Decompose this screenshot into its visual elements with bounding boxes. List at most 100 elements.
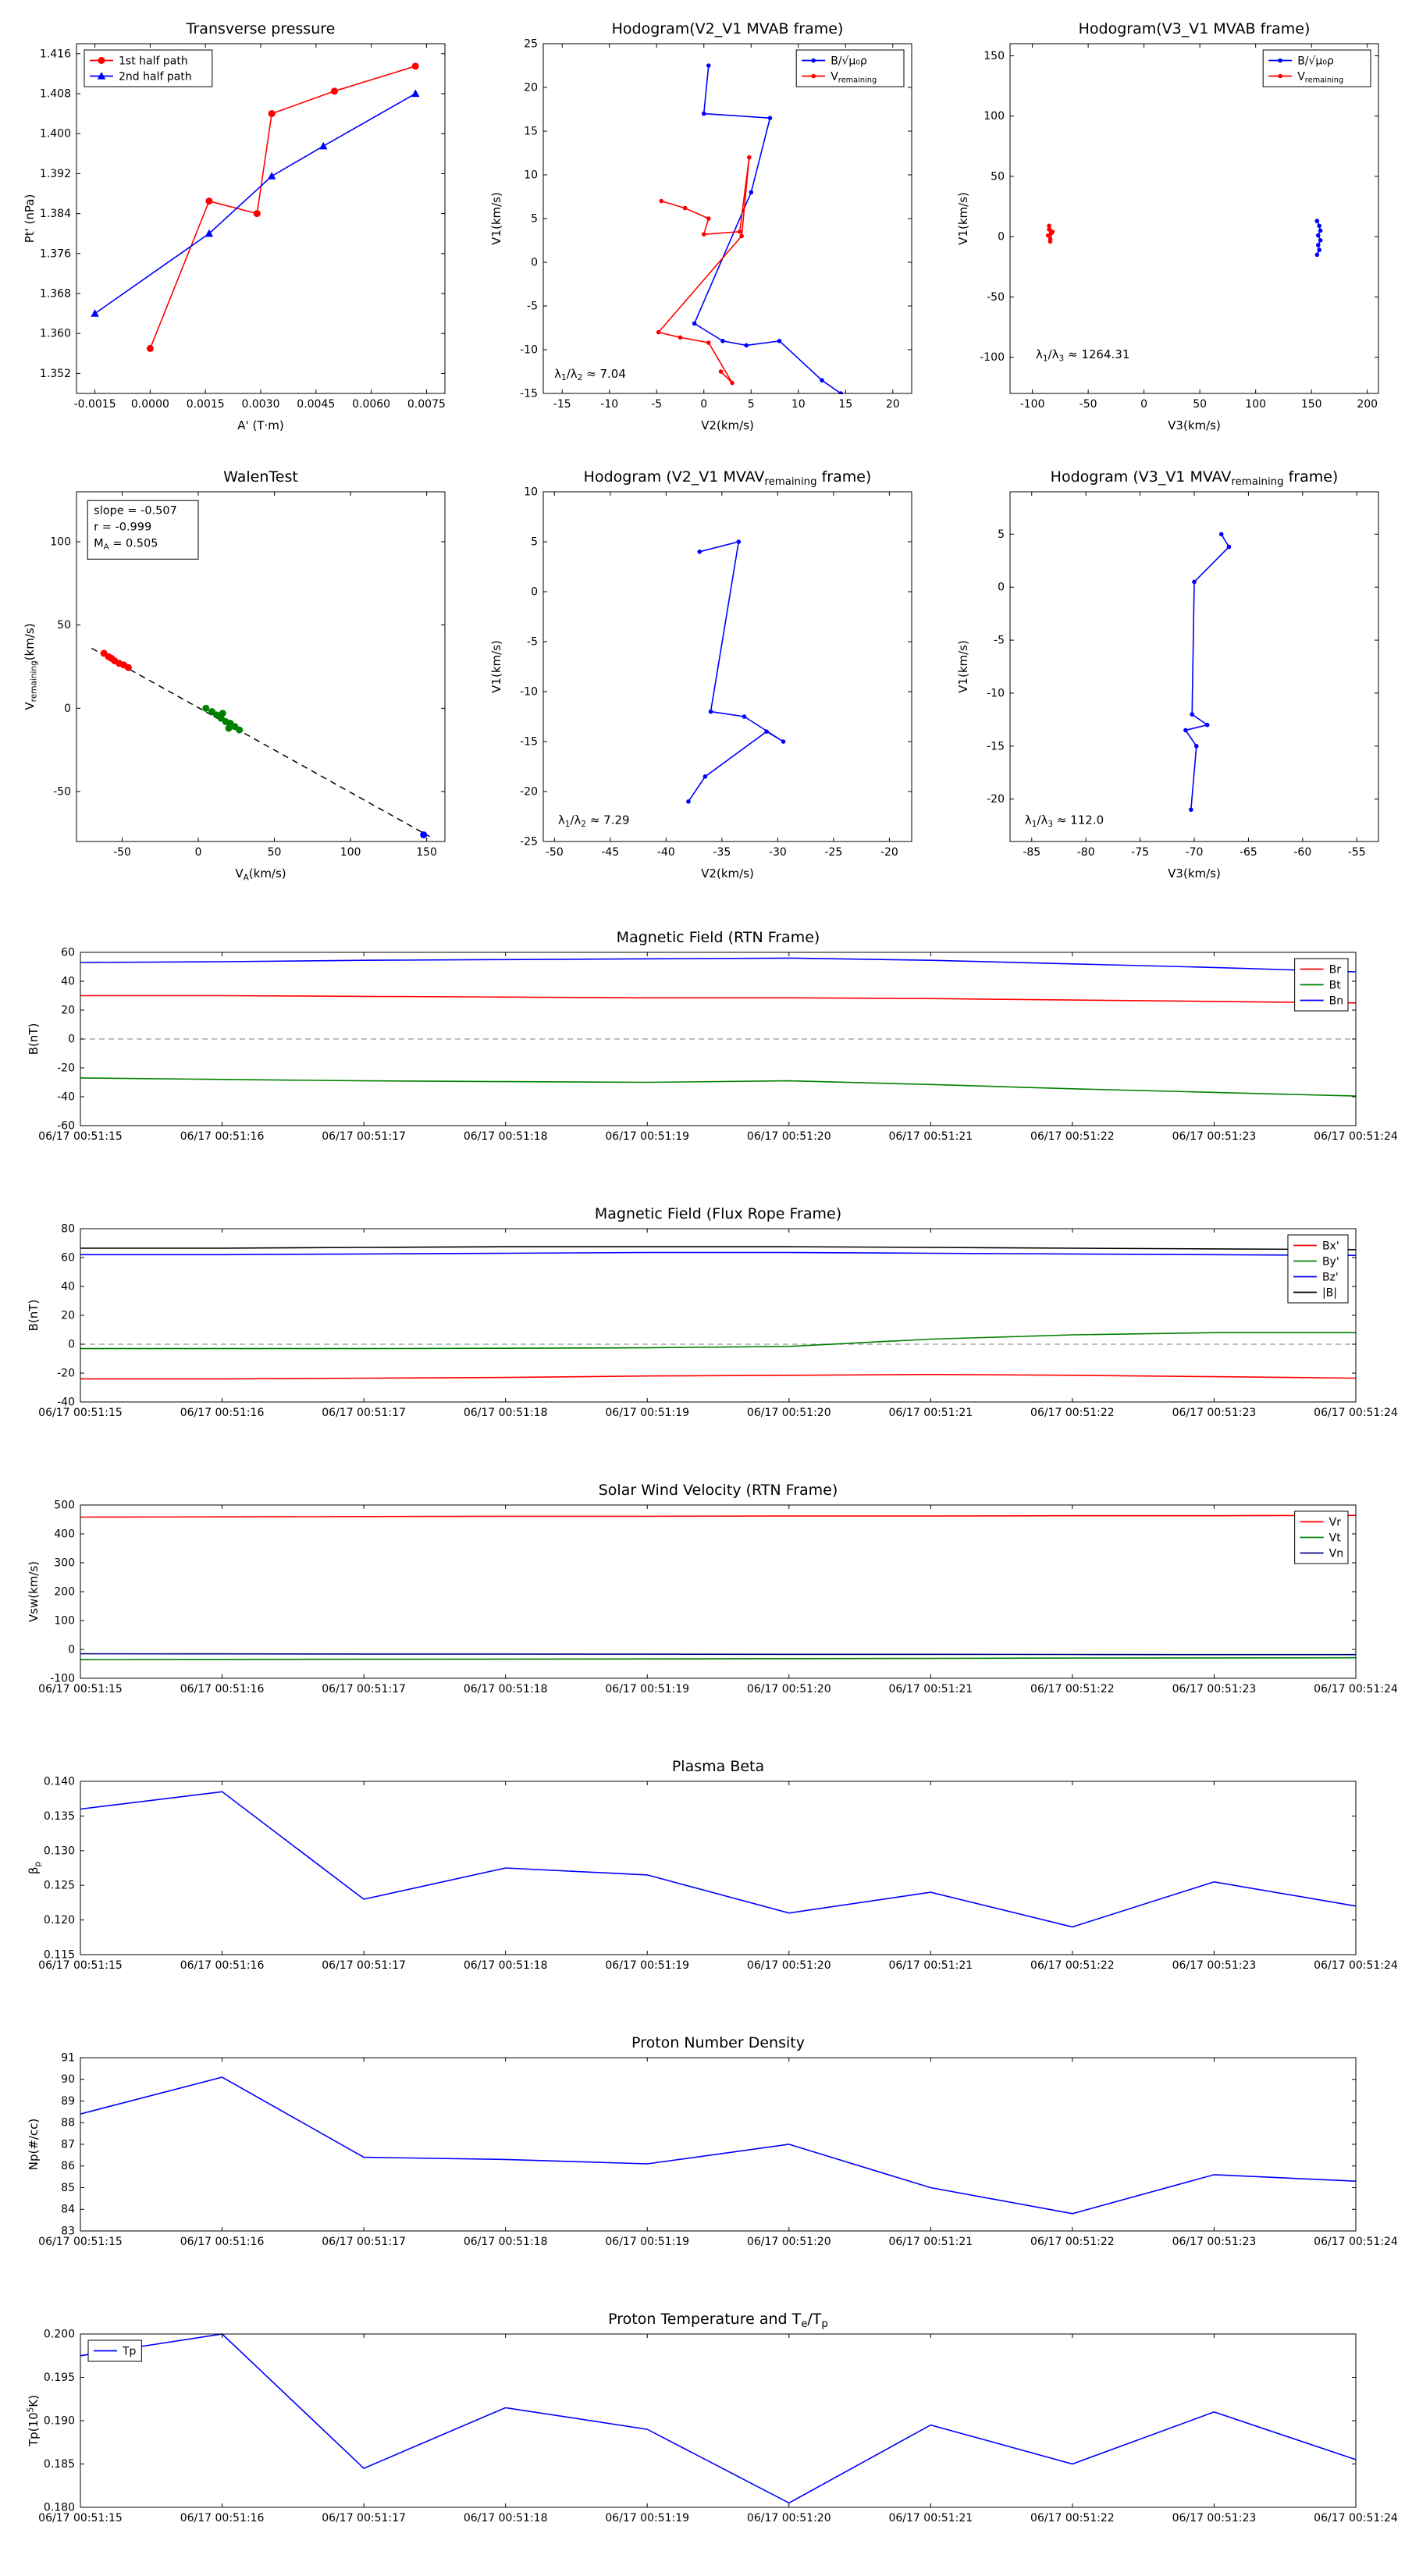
svg-text:06/17 00:51:16: 06/17 00:51:16 <box>180 1130 265 1143</box>
svg-text:0.0060: 0.0060 <box>352 398 390 411</box>
svg-text:-75: -75 <box>1131 846 1149 859</box>
svg-text:0.0075: 0.0075 <box>407 398 446 411</box>
svg-text:B/√μ₀ρ: B/√μ₀ρ <box>1297 55 1334 67</box>
svg-text:91: 91 <box>61 2051 75 2064</box>
svg-text:06/17 00:51:21: 06/17 00:51:21 <box>888 1683 973 1695</box>
svg-text:06/17 00:51:19: 06/17 00:51:19 <box>605 2512 689 2524</box>
svg-text:06/17 00:51:20: 06/17 00:51:20 <box>747 1683 831 1695</box>
hodogram-v3v1-mvab-plot: -100 -50 0 50 100 150 200 -100 -50 0 50 100 150 Hodog… <box>956 20 1379 432</box>
transverse-pressure-plot: -0.0015 0.0000 0.0015 0.0030 0.0045 0.0060 0.0… <box>23 20 446 432</box>
svg-text:0.130: 0.130 <box>44 1845 75 1857</box>
magnetic-field-fluxrope-plot: 06/17 00:51:15 06/17 00:51:16 06/17 00:51:… <box>27 1205 1398 1419</box>
svg-text:100: 100 <box>54 1614 75 1627</box>
svg-text:λ1/λ2 ≈ 7.04: λ1/λ2 ≈ 7.04 <box>554 367 626 382</box>
svg-text:-70: -70 <box>1186 846 1204 859</box>
svg-text:0.185: 0.185 <box>44 2458 75 2471</box>
svg-text:100: 100 <box>1245 398 1266 411</box>
svg-text:10: 10 <box>524 169 538 181</box>
svg-text:20: 20 <box>61 1309 75 1322</box>
chart-walen-test: -50 0 50 100 150 -50 0 50 100 WalenTest VA(km/s) Vr… <box>5 454 467 896</box>
svg-text:06/17 00:51:21: 06/17 00:51:21 <box>888 2512 973 2524</box>
svg-text:βp: βp <box>27 1862 42 1875</box>
svg-text:0: 0 <box>68 1643 75 1656</box>
svg-text:Transverse pressure: Transverse pressure <box>186 20 336 37</box>
svg-text:0.135: 0.135 <box>44 1810 75 1823</box>
svg-text:5: 5 <box>531 535 538 548</box>
svg-text:100: 100 <box>50 535 71 548</box>
svg-text:-60: -60 <box>1293 846 1311 859</box>
chart-proton-density: 06/17 00:51:15 06/17 00:51:16 06/17 00:51:… <box>6 2025 1399 2272</box>
svg-text:0: 0 <box>64 703 71 715</box>
svg-text:88: 88 <box>61 2117 75 2129</box>
svg-text:Magnetic Field (Flux Rope Fram: Magnetic Field (Flux Rope Frame) <box>595 1205 841 1222</box>
walen-test-plot: -50 0 50 100 150 -50 0 50 100 WalenTest VA(km/s) Vr… <box>23 468 446 882</box>
svg-text:-80: -80 <box>1077 846 1095 859</box>
svg-text:0.120: 0.120 <box>44 1914 75 1927</box>
svg-text:MA = 0.505: MA = 0.505 <box>94 537 158 551</box>
svg-text:-20: -20 <box>880 846 898 859</box>
svg-text:25: 25 <box>524 37 538 50</box>
svg-text:87: 87 <box>61 2138 75 2151</box>
svg-text:λ1/λ3 ≈ 112.0: λ1/λ3 ≈ 112.0 <box>1025 813 1104 829</box>
svg-text:5: 5 <box>531 212 538 225</box>
svg-text:06/17 00:51:19: 06/17 00:51:19 <box>605 1959 689 1972</box>
svg-text:By': By' <box>1322 1255 1339 1268</box>
svg-text:-65: -65 <box>1240 846 1257 859</box>
svg-text:-10: -10 <box>520 685 538 698</box>
svg-text:Bn: Bn <box>1329 994 1343 1007</box>
svg-text:Hodogram (V3_V1 MVAVremaining: Hodogram (V3_V1 MVAVremaining frame) <box>1051 468 1339 488</box>
svg-text:-25: -25 <box>520 835 538 848</box>
svg-text:06/17 00:51:17: 06/17 00:51:17 <box>322 2512 406 2524</box>
svg-text:-20: -20 <box>57 1367 75 1379</box>
svg-text:06/17 00:51:22: 06/17 00:51:22 <box>1030 1683 1115 1695</box>
svg-text:400: 400 <box>54 1528 75 1540</box>
svg-text:06/17 00:51:15: 06/17 00:51:15 <box>38 1959 123 1972</box>
svg-text:-50: -50 <box>113 846 131 859</box>
chart-proton-temperature: 06/17 00:51:15 06/17 00:51:16 06/17 00:51:… <box>6 2301 1399 2548</box>
svg-text:06/17 00:51:17: 06/17 00:51:17 <box>322 1683 406 1695</box>
svg-text:06/17 00:51:23: 06/17 00:51:23 <box>1172 2236 1257 2248</box>
svg-text:06/17 00:51:24: 06/17 00:51:24 <box>1314 1130 1398 1143</box>
svg-text:-5: -5 <box>527 300 538 312</box>
svg-text:-5: -5 <box>994 635 1005 647</box>
svg-text:Vn: Vn <box>1329 1547 1343 1560</box>
svg-text:06/17 00:51:23: 06/17 00:51:23 <box>1172 2512 1257 2524</box>
svg-text:-50: -50 <box>53 785 71 798</box>
svg-text:Vsw(km/s): Vsw(km/s) <box>27 1561 41 1622</box>
svg-text:40: 40 <box>61 975 75 987</box>
svg-text:0.180: 0.180 <box>44 2501 75 2514</box>
svg-text:06/17 00:51:18: 06/17 00:51:18 <box>464 1130 548 1143</box>
svg-text:0: 0 <box>68 1033 75 1045</box>
top-row-1: -0.0015 0.0000 0.0015 0.0030 0.0045 0.0060 0.0… <box>0 0 1405 448</box>
svg-text:-40: -40 <box>57 1091 75 1103</box>
svg-text:1.408: 1.408 <box>40 87 71 100</box>
svg-text:06/17 00:51:15: 06/17 00:51:15 <box>38 2512 123 2524</box>
svg-text:150: 150 <box>416 846 437 859</box>
svg-text:-55: -55 <box>1348 846 1366 859</box>
chart-magnetic-field-fluxrope: 06/17 00:51:15 06/17 00:51:16 06/17 00:51:… <box>6 1196 1399 1443</box>
svg-text:1st half path: 1st half path <box>119 55 188 67</box>
svg-text:0.190: 0.190 <box>44 2414 75 2427</box>
svg-text:20: 20 <box>524 81 538 94</box>
svg-text:-40: -40 <box>57 1396 75 1408</box>
svg-text:06/17 00:51:22: 06/17 00:51:22 <box>1030 1407 1115 1419</box>
svg-text:1.416: 1.416 <box>40 48 71 60</box>
svg-text:0.125: 0.125 <box>44 1880 75 1892</box>
solar-wind-velocity-plot: 06/17 00:51:15 06/17 00:51:16 06/17 00:51:… <box>27 1482 1398 1695</box>
top-row-2: -50 0 50 100 150 -50 0 50 100 WalenTest VA(km/s) Vr… <box>0 454 1405 896</box>
svg-text:1.384: 1.384 <box>40 208 71 220</box>
svg-text:1.392: 1.392 <box>40 168 71 180</box>
svg-text:B(nT): B(nT) <box>27 1023 41 1055</box>
svg-text:06/17 00:51:16: 06/17 00:51:16 <box>180 1959 265 1972</box>
svg-text:V1(km/s): V1(km/s) <box>489 192 503 245</box>
svg-text:-100: -100 <box>50 1672 75 1685</box>
svg-text:-5: -5 <box>527 635 538 648</box>
svg-text:-15: -15 <box>553 398 571 411</box>
svg-text:Bz': Bz' <box>1322 1271 1339 1283</box>
svg-text:50: 50 <box>1193 398 1207 411</box>
svg-text:Pt' (nPa): Pt' (nPa) <box>23 194 37 244</box>
svg-text:06/17 00:51:19: 06/17 00:51:19 <box>605 1407 689 1419</box>
svg-text:-35: -35 <box>713 846 731 859</box>
svg-text:06/17 00:51:23: 06/17 00:51:23 <box>1172 1130 1257 1143</box>
svg-text:0: 0 <box>998 231 1005 244</box>
